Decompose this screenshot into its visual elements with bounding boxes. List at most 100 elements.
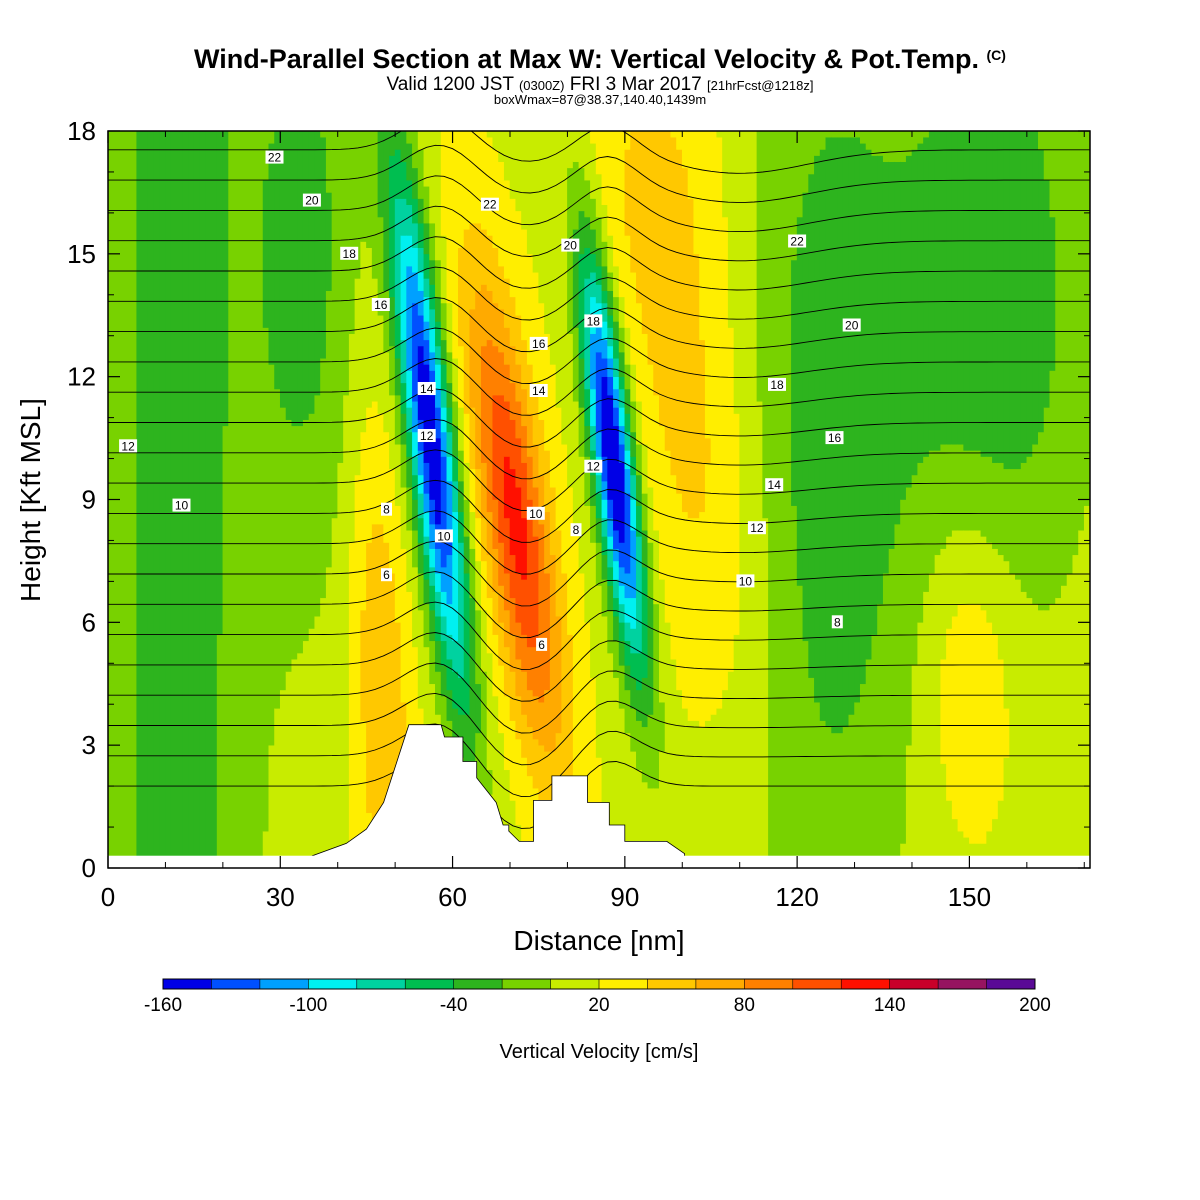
field-cell <box>486 339 494 513</box>
field-cell <box>882 161 890 574</box>
chart-title: Wind-Parallel Section at Max W: Vertical… <box>194 44 1006 74</box>
field-cell <box>595 351 603 433</box>
field-cell <box>877 603 884 868</box>
field-cell <box>446 634 453 660</box>
field-cell <box>498 622 505 666</box>
field-cell <box>578 210 585 255</box>
field-cell <box>1072 554 1079 868</box>
field-cell <box>486 235 494 291</box>
field-cell <box>440 235 448 304</box>
field-cell <box>423 646 430 795</box>
field-cell <box>446 456 453 482</box>
field-cell <box>423 253 430 279</box>
field-cell <box>394 149 402 199</box>
field-cell <box>119 131 126 868</box>
field-cell <box>670 131 677 138</box>
field-cell <box>400 161 407 199</box>
field-cell <box>710 714 718 868</box>
field-cell <box>423 278 430 298</box>
field-cell <box>515 131 522 212</box>
contour-label-box <box>265 150 284 164</box>
field-cell <box>859 142 867 685</box>
field-cell <box>641 333 649 445</box>
field-cell <box>492 591 499 635</box>
field-cell <box>440 364 448 390</box>
field-cell <box>509 296 517 347</box>
field-cell <box>733 131 740 414</box>
field-cell <box>515 486 522 574</box>
field-cell <box>469 597 476 764</box>
field-cell <box>636 652 643 691</box>
field-cell <box>377 216 384 316</box>
field-cell <box>590 228 597 255</box>
field-cell <box>538 523 545 703</box>
field-cell <box>607 585 614 611</box>
field-cell <box>458 677 465 715</box>
contour-label-text: 18 <box>587 314 601 328</box>
field-cell <box>641 677 649 728</box>
field-cell <box>785 131 792 868</box>
isentrope-line <box>108 479 1090 543</box>
field-cell <box>595 517 603 543</box>
field-cell <box>773 131 781 868</box>
field-cell <box>802 640 809 868</box>
field-cell <box>636 689 643 721</box>
field-cell <box>532 738 540 789</box>
field-cell <box>440 640 448 666</box>
field-cell <box>997 800 1005 868</box>
colorbar-label: -160 <box>144 995 182 1016</box>
field-cell <box>607 394 614 500</box>
field-cell <box>394 505 402 623</box>
contour-label-text: 8 <box>834 615 841 629</box>
isentrope-line <box>108 131 1090 174</box>
field-cell <box>406 265 413 371</box>
field-cell <box>228 131 235 868</box>
field-cell <box>423 339 430 365</box>
field-cell <box>618 327 626 353</box>
field-cell <box>452 480 459 513</box>
field-cell <box>905 131 913 156</box>
field-cell <box>865 149 873 660</box>
contour-label-box <box>480 197 499 211</box>
contour-label-text: 10 <box>739 574 753 588</box>
contour-label: 12 <box>584 459 603 474</box>
field-cell <box>394 622 402 868</box>
field-cell <box>549 131 557 365</box>
field-cell <box>601 241 608 267</box>
field-cell <box>159 131 166 868</box>
field-cell <box>871 131 878 156</box>
field-cell <box>624 388 631 414</box>
field-cell <box>704 720 712 868</box>
field-cell <box>814 155 821 703</box>
field-cell <box>469 131 476 224</box>
isentrope-line <box>108 662 1090 734</box>
field-cell <box>423 462 430 494</box>
field-cell <box>658 701 666 752</box>
field-cell <box>624 597 631 623</box>
field-cell <box>440 388 448 408</box>
field-cell <box>613 357 620 377</box>
field-cell <box>406 456 413 488</box>
field-cell <box>538 474 545 525</box>
isentrope-line <box>108 510 1090 575</box>
field-cell <box>348 542 356 850</box>
contour-label-box <box>417 429 436 442</box>
field-cell <box>446 554 453 605</box>
contour-label-box <box>119 439 138 453</box>
field-cell <box>383 131 390 291</box>
field-cell <box>969 843 976 868</box>
field-cell <box>406 370 413 408</box>
field-cell <box>371 278 379 402</box>
field-cell <box>647 364 654 488</box>
field-cell <box>733 634 740 868</box>
contour-label-box <box>747 521 766 535</box>
field-cell <box>808 173 815 678</box>
field-cell <box>647 486 654 543</box>
field-cell <box>814 131 821 156</box>
field-cell <box>1009 131 1016 470</box>
field-cell <box>618 585 626 605</box>
contour-label: 16 <box>825 431 844 445</box>
field-cell <box>526 456 534 500</box>
field-cell <box>974 603 982 844</box>
terrain-base <box>108 855 1090 868</box>
